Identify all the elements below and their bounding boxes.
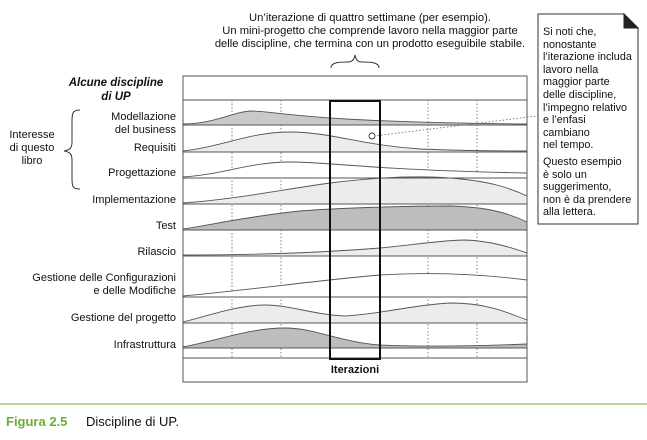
discipline-label-requirements: Requisiti xyxy=(134,142,176,155)
discipline-label-implementation: Implementazione xyxy=(92,194,176,207)
row-baselines xyxy=(183,99,527,359)
label-line: Implementazione xyxy=(92,194,176,206)
discipline-label-deployment: Rilascio xyxy=(137,246,176,259)
label-line: Infrastruttura xyxy=(113,339,176,351)
note-line: l’impegno relativo xyxy=(543,101,628,114)
note-line: nonostante xyxy=(543,38,597,51)
hump-business-modeling xyxy=(182,110,528,126)
label-line: Gestione del progetto xyxy=(70,312,176,324)
side-note-fold xyxy=(623,12,640,29)
figure-number: Figura 2.5 xyxy=(6,414,68,429)
discipline-humps xyxy=(182,110,528,349)
label-line: Modellazione xyxy=(111,111,176,123)
discipline-label-design: Progettazione xyxy=(108,167,176,180)
section-title-line: Alcune discipline xyxy=(68,77,164,89)
note-pointer-line xyxy=(373,115,538,137)
figure-caption: Discipline di UP. xyxy=(86,414,179,429)
note-pointer-dot xyxy=(368,132,376,140)
top-note-line: delle discipline, che termina con un pro… xyxy=(214,38,526,50)
note-line: delle discipline, xyxy=(543,88,617,101)
interest-line: Interesse xyxy=(9,129,55,141)
interest-label: Interesse di questo libro xyxy=(3,129,61,168)
note-line: è solo un xyxy=(543,168,587,181)
note-line: alla lettera. xyxy=(543,206,596,219)
discipline-label-test: Test xyxy=(156,220,176,233)
interest-line: libro xyxy=(21,155,43,167)
label-line: Test xyxy=(155,220,176,232)
label-line: Progettazione xyxy=(108,167,176,179)
label-line: Requisiti xyxy=(133,142,176,154)
side-note-box xyxy=(537,13,639,225)
label-line: Gestione delle Configurazioni xyxy=(32,272,176,284)
note-line: lavoro nella xyxy=(543,63,599,76)
note-line: maggior parte xyxy=(543,76,610,89)
side-note-paragraph-1: Si noti che, nonostante l’iterazione inc… xyxy=(543,26,635,152)
hump-requirements xyxy=(182,131,528,153)
top-note-line: Un mini-progetto che comprende lavoro ne… xyxy=(222,25,518,37)
discipline-label-config-change-mgmt: Gestione delle Configurazioni e delle Mo… xyxy=(32,272,176,298)
x-axis-label: Iterazioni xyxy=(331,364,379,376)
discipline-label-business-modeling: Modellazione del business xyxy=(111,111,176,137)
label-line: Rilascio xyxy=(137,246,176,258)
label-line: del business xyxy=(114,124,176,136)
iteration-brace xyxy=(330,54,380,69)
note-line: suggerimento, xyxy=(543,181,612,194)
interest-brace xyxy=(63,109,81,190)
top-note: Un’iterazione di quattro settimane (per … xyxy=(200,12,540,51)
note-line: l’iterazione includa xyxy=(543,51,632,64)
top-note-line: Un’iterazione di quattro settimane (per … xyxy=(249,12,491,24)
note-line: Si noti che, xyxy=(543,26,597,38)
note-line: Questo esempio xyxy=(543,155,622,168)
hump-project-mgmt xyxy=(182,302,528,324)
hump-design xyxy=(182,161,528,179)
discipline-label-infrastructure: Infrastruttura xyxy=(114,339,176,352)
hump-deployment xyxy=(182,239,528,257)
hump-infrastructure xyxy=(182,327,528,349)
interest-line: di questo xyxy=(9,142,55,154)
note-line: nel tempo. xyxy=(543,139,594,152)
section-title-line: di UP xyxy=(101,91,131,103)
section-title: Alcune discipline di UP xyxy=(56,76,176,104)
label-line: e delle Modifiche xyxy=(93,285,176,297)
iteration-highlight-box xyxy=(329,100,381,360)
side-note-paragraph-2: Questo esempio è solo un suggerimento, n… xyxy=(543,156,635,219)
note-line: non è da prendere xyxy=(543,193,632,206)
hump-test xyxy=(182,205,528,231)
discipline-label-project-mgmt: Gestione del progetto xyxy=(71,312,176,325)
note-line: e l’enfasi cambiano xyxy=(543,114,590,139)
side-note: Si noti che, nonostante l’iterazione inc… xyxy=(543,26,635,223)
